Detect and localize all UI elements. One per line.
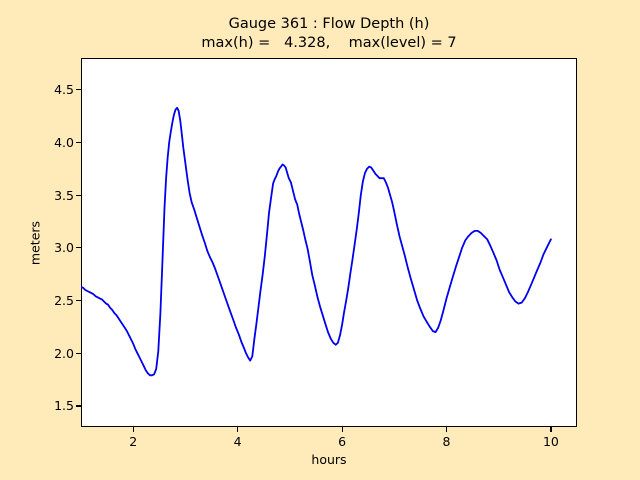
chart-title: Gauge 361 : Flow Depth (h) [228,16,430,32]
x-tick-label: 2 [129,434,138,449]
x-tick-mark [445,427,448,432]
x-tick-mark [550,427,552,432]
x-axis-label: hours [311,452,347,467]
y-tick-label: 4.0 [54,134,74,150]
y-tick-mark [76,89,81,91]
y-tick-label: 3.5 [54,187,74,203]
x-tick-label: 8 [442,434,451,449]
y-tick-label: 2.5 [54,292,74,308]
y-tick-mark [76,141,81,144]
y-tick-mark [76,352,81,354]
flow-depth-line [81,106,552,377]
y-tick-label: 2.0 [54,345,74,361]
plot-svg [81,58,577,427]
x-tick-mark [237,427,239,432]
y-tick-label: 1.5 [54,398,74,414]
y-tick-mark [76,194,81,196]
chart-title-block: Gauge 361 : Flow Depth (h) max(h) = 4.32… [81,15,577,53]
y-tick-label: 3.0 [54,240,74,256]
x-tick-mark [341,427,343,432]
x-tick-label: 10 [542,434,559,449]
y-tick-mark [76,299,81,302]
x-tick-label: 6 [338,434,347,449]
x-tick-mark [132,427,134,432]
y-tick-mark [76,247,81,249]
y-tick-label: 4.5 [54,82,74,98]
x-tick-label: 4 [233,434,242,449]
y-tick-mark [76,405,81,407]
chart-subtitle: max(h) = 4.328, max(level) = 7 [201,35,457,51]
plot-area [81,58,577,427]
